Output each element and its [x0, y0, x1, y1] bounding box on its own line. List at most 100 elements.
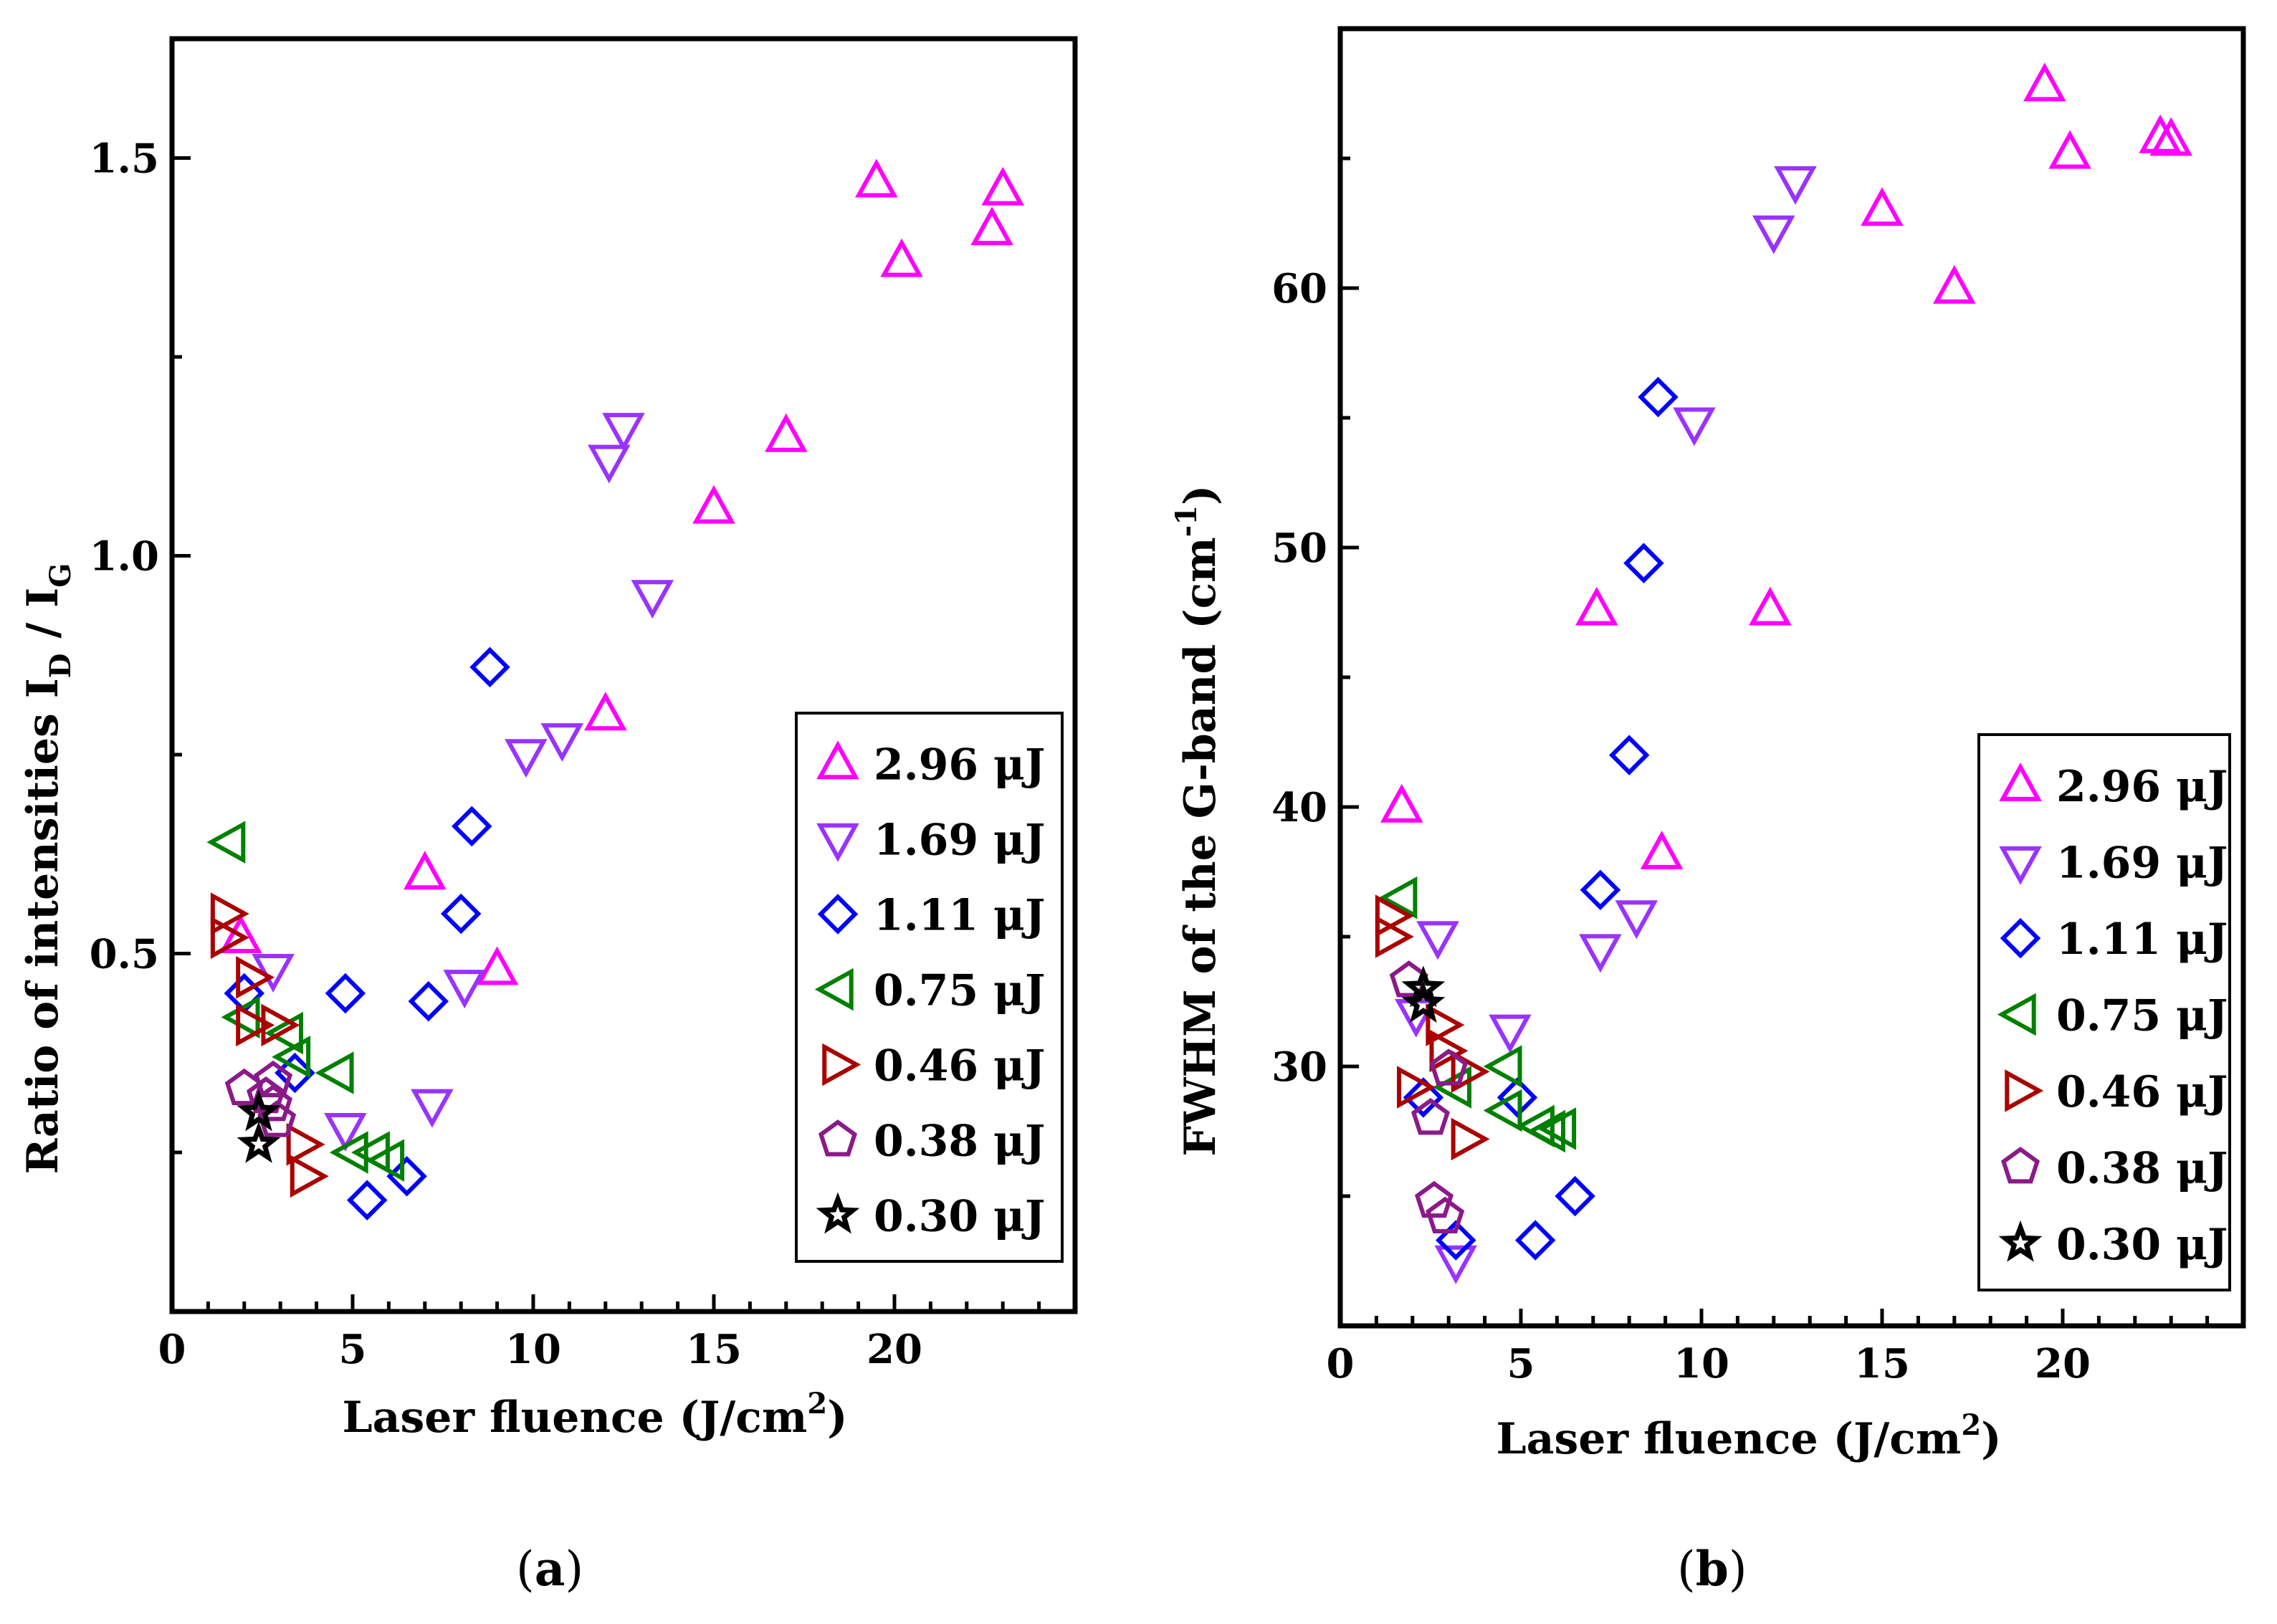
- panel-b-point-0-46-j: [1451, 1050, 1490, 1093]
- panel-a-point-2-96-j: [404, 851, 447, 890]
- panel-a-ytick-label: 1.5: [90, 135, 159, 183]
- panel-a-point-0-75-j: [315, 1051, 354, 1094]
- panel-a-point-0-75-j: [272, 1036, 311, 1079]
- panel-a-legend-label: 1.11 μJ: [874, 891, 1045, 941]
- panel-a-point-2-96-j: [981, 166, 1024, 206]
- panel-b-point-1-11-j: [1580, 869, 1621, 911]
- panel-b-point-0-46-j: [1451, 1117, 1490, 1161]
- panel-b-point-0-46-j: [1429, 1029, 1469, 1073]
- panel-a-point-2-96-j: [880, 238, 923, 277]
- legend-marker-star-icon: [1998, 1220, 2043, 1262]
- panel-b-chart: 0 5 10 15 20 30 40 50 60 Laser fluence (J/cm2) FWH…: [1170, 26, 2246, 1464]
- panel-a-point-0-38-j: [257, 1100, 297, 1137]
- panel-b-point-1-69-j: [1673, 407, 1716, 446]
- panel-b-xtick-label: 0: [1327, 1340, 1355, 1387]
- panel-a-point-0-46-j: [236, 1003, 275, 1047]
- panel-a-point-1-69-j: [602, 413, 645, 452]
- panel-b-point-2-96-j: [1575, 586, 1618, 626]
- panel-b-point-1-11-j: [1555, 1175, 1595, 1217]
- panel-b-point-1-69-j: [1579, 934, 1622, 973]
- panel-a-point-1-69-j: [505, 739, 548, 778]
- panel-b-point-0-38-j: [1414, 1180, 1454, 1218]
- panel-b-ytick-label: 60: [1271, 265, 1327, 312]
- panel-a-point-0-30-j: [237, 1089, 281, 1132]
- panel-a-point-2-96-j: [970, 206, 1013, 246]
- legend-marker-diamond-icon: [2000, 917, 2041, 959]
- panel-b-legend-label: 1.69 μJ: [2056, 839, 2228, 889]
- panel-a-point-1-69-j: [411, 1089, 454, 1128]
- panel-a-point-1-69-j: [443, 970, 486, 1009]
- panel-b-ytick-label: 30: [1271, 1043, 1327, 1091]
- panel-a-chart: 0 5 10 15 20 0.5 1.0 1.5 Laser fluence (J/cm2) Ra…: [18, 36, 1078, 1443]
- panel-a-point-0-46-j: [286, 1123, 325, 1166]
- panel-b-series-1-11-j: [1403, 376, 1679, 1261]
- panel-b-point-1-11-j: [1638, 376, 1679, 418]
- legend-marker-triangle-right-icon: [822, 1043, 861, 1086]
- panel-a-series-2-96-j: [219, 158, 1024, 985]
- panel-b-legend-label: 0.30 μJ: [2056, 1220, 2228, 1270]
- panel-a-legend: 2.96 μJ 1.69 μJ 1.11 μJ 0.75 μJ 0.46 μJ 0.38 …: [795, 712, 1064, 1263]
- panel-a-ytick-label: 0.5: [90, 931, 159, 978]
- panel-b-legend-label: 1.11 μJ: [2056, 914, 2228, 965]
- panel-a-plot-frame: [169, 36, 1078, 1314]
- panel-a-point-0-75-j: [206, 821, 246, 864]
- panel-b-legend-label: 0.38 μJ: [2056, 1143, 2228, 1193]
- panel-a-point-0-30-j: [237, 1121, 281, 1163]
- panel-a-point-2-96-j: [855, 158, 898, 198]
- panel-b-point-0-46-j: [1426, 1003, 1465, 1046]
- panel-a-xtick-label: 0: [158, 1326, 186, 1373]
- panel-a-point-0-75-j: [329, 1131, 368, 1174]
- panel-a-point-1-69-j: [588, 444, 631, 484]
- panel-a-point-1-11-j: [386, 1156, 427, 1197]
- panel-b-point-1-69-j: [1434, 1245, 1478, 1284]
- panel-a-point-2-96-j: [475, 946, 519, 985]
- legend-marker-pentagon-icon: [818, 1119, 858, 1157]
- panel-b-legend-label: 0.46 μJ: [2056, 1067, 2228, 1117]
- legend-marker-pentagon-icon: [2000, 1146, 2040, 1184]
- panel-a-point-1-11-j: [325, 973, 366, 1014]
- panel-b-point-2-96-j: [2048, 130, 2091, 169]
- panel-b-point-1-11-j: [1403, 1077, 1444, 1118]
- panel-b-point-0-38-j: [1410, 1097, 1451, 1135]
- panel-a-point-1-11-j: [346, 1180, 388, 1221]
- panel-a-series-0-75-j: [206, 821, 405, 1182]
- legend-marker-star-icon: [816, 1192, 860, 1234]
- panel-b-point-1-11-j: [1623, 543, 1664, 583]
- panel-b-point-1-69-j: [1416, 921, 1459, 960]
- panel-b-legend: 2.96 μJ 1.69 μJ 1.11 μJ 0.75 μJ 0.46 μJ 0.38 …: [1977, 733, 2231, 1291]
- panel-b-point-0-75-j: [1483, 1089, 1522, 1132]
- panel-b-ytick-label: 40: [1271, 784, 1327, 831]
- panel-a-point-2-96-j: [584, 692, 627, 731]
- panel-b-series-0-30-j: [1401, 965, 1446, 1023]
- panel-b-point-0-38-j: [1426, 1196, 1465, 1233]
- panel-a-point-0-46-j: [236, 956, 275, 999]
- panel-b-point-2-96-j: [1861, 187, 1904, 226]
- panel-a-y-axis-label: Ratio of intensities ID / IG: [18, 563, 77, 1175]
- panel-a-legend-label: 0.75 μJ: [874, 966, 1045, 1016]
- panel-a-xtick-label: 10: [505, 1326, 561, 1373]
- panel-b-point-2-96-j: [2139, 114, 2182, 153]
- panel-a-point-0-46-j: [210, 916, 249, 960]
- panel-a-point-2-96-j: [692, 484, 735, 524]
- panel-a-point-0-46-j: [290, 1155, 329, 1198]
- panel-b-point-0-46-j: [1375, 915, 1414, 958]
- panel-b-series-0-46-j: [1375, 894, 1490, 1161]
- panel-b-xtick-label: 10: [1674, 1340, 1729, 1387]
- panel-b-point-1-69-j: [1489, 1014, 1532, 1054]
- panel-b-point-2-96-j: [2149, 117, 2192, 156]
- panel-b-caption: (b): [1677, 1541, 1747, 1597]
- panel-b-point-1-11-j: [1514, 1220, 1556, 1261]
- panel-a-xtick-label: 15: [686, 1326, 742, 1373]
- panel-a-point-1-69-j: [540, 723, 584, 763]
- panel-b-legend-label: 0.75 μJ: [2056, 991, 2228, 1041]
- panel-a-legend-label: 0.38 μJ: [874, 1117, 1045, 1167]
- panel-a-point-0-46-j: [261, 1003, 300, 1047]
- panel-a-series-0-30-j: [237, 1089, 281, 1163]
- panel-b-legend-label: 2.96 μJ: [2056, 762, 2228, 812]
- panel-a-legend-label: 1.69 μJ: [874, 816, 1045, 866]
- panel-b-series-2-96-j: [1380, 62, 2192, 869]
- panel-a-legend-label: 0.30 μJ: [874, 1192, 1045, 1242]
- panel-a-point-2-96-j: [765, 413, 808, 452]
- panel-b-legend-box: [1977, 733, 2231, 1291]
- panel-a-xtick-label: 5: [339, 1326, 367, 1373]
